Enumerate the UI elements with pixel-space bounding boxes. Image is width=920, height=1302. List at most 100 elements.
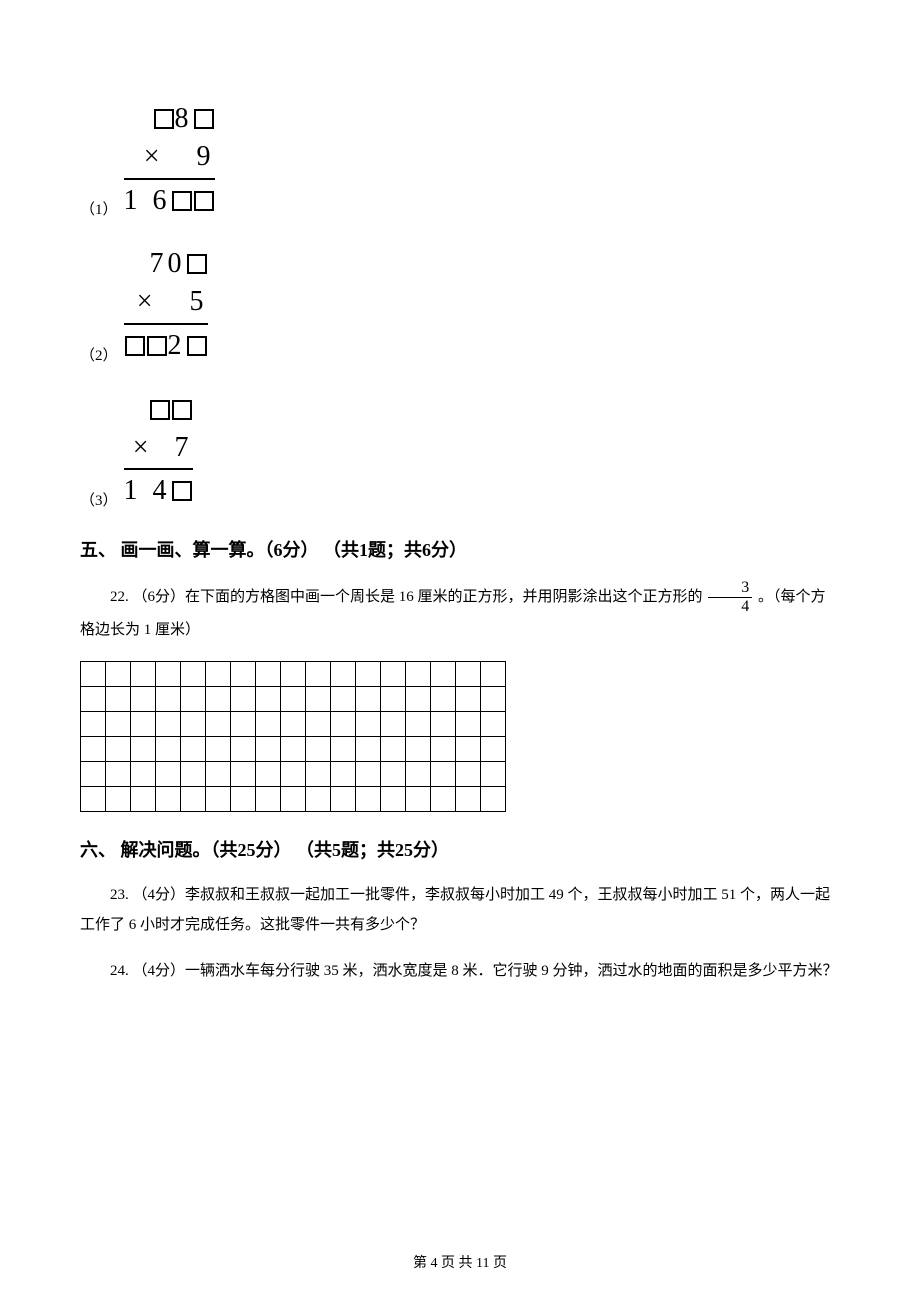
grid-cell [156,787,181,812]
grid-cell [406,662,431,687]
grid-cell [206,687,231,712]
grid-cell [131,687,156,712]
grid-cell [81,787,106,812]
section-5-heading: 五、 画一画、算一算。（6分） （共1题；共6分） [80,536,840,562]
grid-cell [181,712,206,737]
grid-cell [206,787,231,812]
grid-cell [481,787,506,812]
question-23: 23. （4分）李叔叔和王叔叔一起加工一批零件，李叔叔每小时加工 49 个，王叔… [80,880,840,940]
grid-cell [206,737,231,762]
grid-cell [481,762,506,787]
grid-cell [406,762,431,787]
section-6-heading: 六、 解决问题。（共25分） （共5题；共25分） [80,836,840,862]
grid-cell [131,662,156,687]
arith-problem-1: （1） 8 × 9 1 6 [80,100,840,219]
grid-cell [431,662,456,687]
grid-cell [281,712,306,737]
grid-cell [156,737,181,762]
grid-cell [81,662,106,687]
grid-cell [281,787,306,812]
arith-rule [124,323,208,325]
grid-cell [431,712,456,737]
grid-cell [456,662,481,687]
grid-cell [256,762,281,787]
grid-cell [456,712,481,737]
grid-cell [356,662,381,687]
arith-row: 70 [124,245,208,283]
grid-cell [131,762,156,787]
grid-cell [256,787,281,812]
grid-cell [81,712,106,737]
arith-row [124,391,193,429]
grid-cell [406,687,431,712]
blank-box-icon [150,400,170,420]
arith-body-1: 8 × 9 1 6 [124,100,215,219]
page-footer: 第 4 页 共 11 页 [0,1252,920,1272]
grid-cell [456,687,481,712]
grid-cell [81,762,106,787]
grid-cell [181,687,206,712]
grid-cell [181,662,206,687]
arith-row: × 5 [124,283,208,321]
grid-cell [381,712,406,737]
grid-cell [381,687,406,712]
grid-cell [481,712,506,737]
grid-cell [106,712,131,737]
blank-box-icon [147,336,167,356]
grid-cell [456,737,481,762]
grid-cell [256,737,281,762]
blank-box-icon [154,109,174,129]
grid-cell [356,687,381,712]
grid-cell [206,712,231,737]
question-22: 22. （6分）在下面的方格图中画一个周长是 16 厘米的正方形，并用阴影涂出这… [80,580,840,645]
blank-box-icon [187,336,207,356]
arith-problem-3: （3） × 7 1 4 [80,391,840,510]
grid-cell [456,762,481,787]
arith-problem-2: （2） 70 × 5 2 [80,245,840,364]
grid-cell [456,787,481,812]
square-grid [80,661,506,812]
grid-cell [406,712,431,737]
grid-cell [131,737,156,762]
blank-box-icon [194,191,214,211]
grid-cell [481,687,506,712]
grid-cell [156,762,181,787]
grid-cell [181,787,206,812]
grid-cell [381,787,406,812]
grid-cell [231,762,256,787]
grid-cell [256,662,281,687]
grid-cell [231,662,256,687]
grid-cell [81,687,106,712]
grid-cell [306,762,331,787]
grid-cell [81,737,106,762]
grid-cell [281,737,306,762]
arith-label-1: （1） [80,198,118,219]
blank-box-icon [194,109,214,129]
grid-cell [131,712,156,737]
grid-cell [431,787,456,812]
grid-cell [431,687,456,712]
grid-cell [306,662,331,687]
grid-cell [156,712,181,737]
grid-cell [331,787,356,812]
blank-box-icon [172,400,192,420]
grid-cell [431,762,456,787]
arith-row: 2 [124,327,208,365]
grid-cell [231,687,256,712]
grid-cell [181,737,206,762]
arith-row: 1 4 [124,472,193,510]
q22-text-pre: 22. （6分）在下面的方格图中画一个周长是 16 厘米的正方形，并用阴影涂出这… [110,589,706,605]
grid-cell [231,712,256,737]
grid-cell [156,687,181,712]
grid-cell [331,712,356,737]
grid-cell [181,762,206,787]
fraction-denominator: 4 [708,598,752,615]
grid-cell [331,737,356,762]
arith-body-2: 70 × 5 2 [124,245,208,364]
grid-cell [481,662,506,687]
grid-cell [406,737,431,762]
arith-label-3: （3） [80,489,118,510]
grid-cell [306,687,331,712]
grid-cell [381,762,406,787]
arith-body-3: × 7 1 4 [124,391,193,510]
